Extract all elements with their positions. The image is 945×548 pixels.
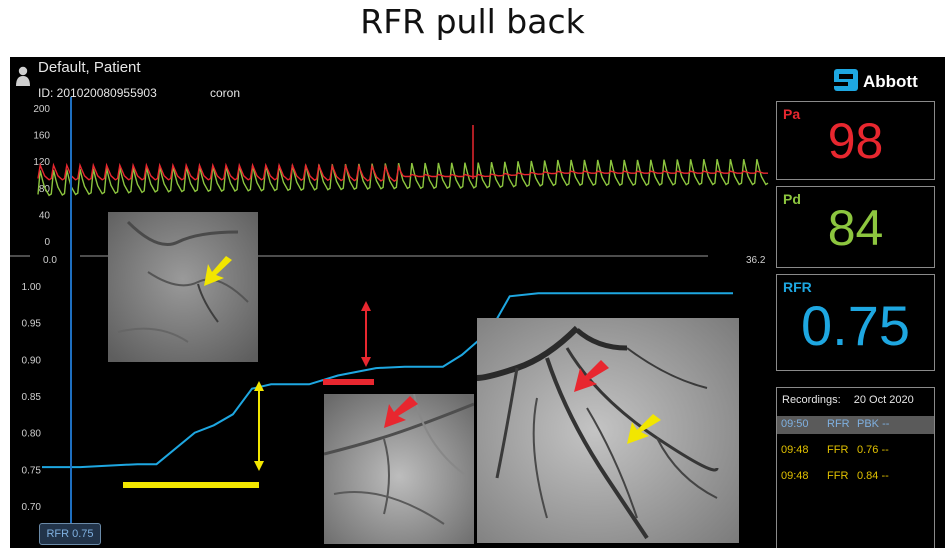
recordings-panel: Recordings: 20 Oct 2020 09:50 RFR PBK -- 09… xyxy=(776,387,935,548)
pa-label: Pa xyxy=(783,106,801,122)
svg-text:Abbott: Abbott xyxy=(863,72,918,91)
pressure-tick-label: 0 xyxy=(44,237,50,248)
patient-name: Default, Patient xyxy=(38,59,141,76)
pd-label: Pd xyxy=(783,191,801,207)
pressure-tick-label: 160 xyxy=(33,131,50,142)
time-axis-start: 0.0 xyxy=(43,255,57,266)
ratio-y-axis: 1.00 0.95 0.90 0.85 0.80 0.75 0.70 xyxy=(22,282,42,513)
red-arrow-icon xyxy=(384,396,418,428)
pd-waveform xyxy=(37,159,769,197)
rfr-panel: RFR 0.75 xyxy=(776,274,935,371)
recording-time: 09:50 xyxy=(781,418,809,430)
pressure-tick-label: 80 xyxy=(39,184,51,195)
rfr-label: RFR xyxy=(783,279,812,295)
ratio-tick-label: 0.95 xyxy=(22,319,42,330)
recording-row[interactable]: 09:48 FFR 0.84 -- xyxy=(777,468,934,486)
pressure-y-axis: 200 160 120 80 40 0 xyxy=(33,104,50,248)
yellow-arrow-icon xyxy=(204,256,232,286)
recording-type: FFR xyxy=(827,470,849,482)
recording-value: 0.76 -- xyxy=(857,444,889,456)
recording-time: 09:48 xyxy=(781,444,809,456)
recordings-header-label: Recordings: xyxy=(782,394,841,406)
rfr-value: 0.75 xyxy=(801,294,910,357)
abbott-logo: Abbott xyxy=(834,69,918,91)
pa-panel: Pa 98 xyxy=(776,101,935,180)
ratio-tick-label: 0.75 xyxy=(22,465,42,476)
recording-value: PBK -- xyxy=(857,418,890,430)
pressure-waveforms xyxy=(37,159,769,197)
ratio-tick-label: 1.00 xyxy=(22,282,42,293)
recording-time: 09:48 xyxy=(781,470,809,482)
ratio-tick-label: 0.85 xyxy=(22,392,42,403)
angiogram-image-2 xyxy=(324,394,474,544)
recording-type: FFR xyxy=(827,444,849,456)
recording-value: 0.84 -- xyxy=(857,470,889,482)
ratio-tick-label: 0.80 xyxy=(22,429,42,440)
pressure-tick-label: 40 xyxy=(39,210,51,221)
recording-row[interactable]: 09:48 FFR 0.76 -- xyxy=(777,442,934,460)
monitor-screen: Default, Patient ID: 201020080955903 cor… xyxy=(10,57,945,548)
user-icon xyxy=(16,66,30,86)
recording-row[interactable]: 09:50 RFR PBK -- xyxy=(777,416,934,434)
angiogram-image-3 xyxy=(477,318,739,543)
pd-value: 84 xyxy=(827,200,884,256)
pressure-tick-label: 200 xyxy=(33,104,50,115)
ratio-tick-label: 0.90 xyxy=(22,355,42,366)
pa-value: 98 xyxy=(827,113,884,169)
recording-type: RFR xyxy=(827,418,850,430)
pd-panel: Pd 84 xyxy=(776,186,935,268)
procedure-label: coron xyxy=(210,86,241,100)
slide-title: RFR pull back xyxy=(360,2,585,41)
time-axis-end: 36.2 xyxy=(746,255,766,266)
red-arrow-icon xyxy=(574,360,609,392)
yellow-arrow-icon xyxy=(627,414,661,444)
rfr-result-badge[interactable]: RFR 0.75 xyxy=(39,523,101,545)
pa-waveform xyxy=(37,162,768,182)
recordings-header-date: 20 Oct 2020 xyxy=(853,394,914,406)
angiogram-image-1 xyxy=(108,212,258,362)
patient-id: ID: 201020080955903 xyxy=(38,86,157,100)
ratio-tick-label: 0.70 xyxy=(22,502,42,513)
pressure-tick-label: 120 xyxy=(33,157,50,168)
